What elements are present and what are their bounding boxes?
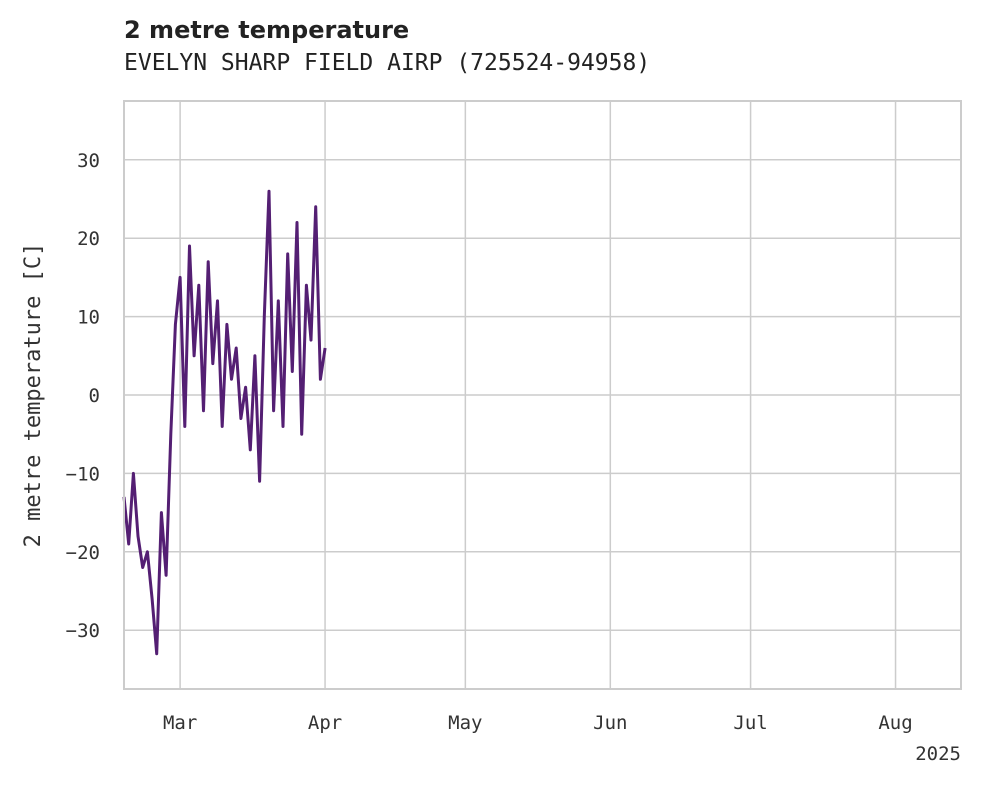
chart-subtitle: EVELYN SHARP FIELD AIRP (725524-94958)	[124, 50, 651, 76]
x-tick-label: May	[448, 712, 482, 734]
plot-frame	[123, 100, 962, 690]
x-tick-label: Jul	[733, 712, 767, 734]
y-tick-label: 20	[77, 228, 100, 250]
series-group	[122, 189, 327, 656]
y-tick-label: −10	[66, 463, 100, 485]
temperature-line	[122, 189, 327, 656]
x-tick-label: Apr	[308, 712, 342, 734]
y-tick-label: −30	[66, 620, 100, 642]
x-tick-label: Mar	[163, 712, 197, 734]
x-tick-labels: Mar Apr May Jun Jul Aug	[163, 712, 913, 734]
x-tick-label: Jun	[593, 712, 627, 734]
y-axis-label: 2 metre temperature [C]	[21, 243, 46, 548]
y-tick-label: −20	[66, 542, 100, 564]
year-label: 2025	[915, 743, 961, 765]
x-tick-label: Aug	[878, 712, 912, 734]
y-tick-label: 30	[77, 150, 100, 172]
y-tick-labels: −30 −20 −10 0 10 20 30	[66, 150, 100, 642]
y-tick-label: 0	[89, 385, 100, 407]
grid-lines	[124, 101, 961, 689]
chart-title: 2 metre temperature	[124, 16, 410, 44]
y-tick-label: 10	[77, 307, 100, 329]
